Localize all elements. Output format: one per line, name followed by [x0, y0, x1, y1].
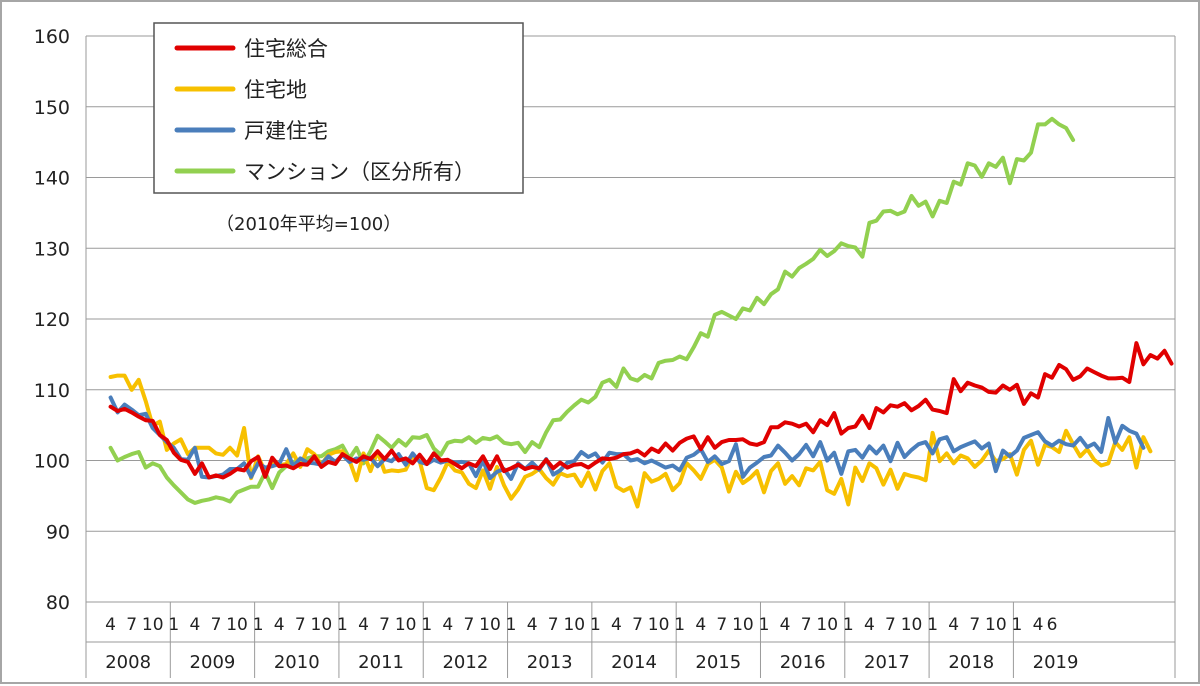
x-month-label: 1 — [168, 615, 179, 635]
x-month-label: 4 — [358, 615, 369, 635]
y-tick-label: 120 — [34, 309, 70, 331]
x-year-label: 2015 — [695, 652, 741, 673]
x-month-label: 7 — [548, 615, 559, 635]
x-month-label: 4 — [442, 615, 453, 635]
x-month-label: 10 — [311, 615, 333, 635]
y-tick-label: 160 — [34, 26, 70, 48]
x-month-label: 4 — [695, 615, 706, 635]
x-year-label: 2010 — [274, 652, 320, 673]
x-year-label: 2013 — [527, 652, 573, 673]
x-month-label: 10 — [563, 615, 585, 635]
x-year-label: 2019 — [1033, 652, 1079, 673]
x-month-label: 4 — [780, 615, 791, 635]
x-year-label: 2016 — [780, 652, 826, 673]
x-month-label: 10 — [479, 615, 501, 635]
legend-label: マンション（区分所有） — [244, 160, 475, 184]
x-month-label: 7 — [463, 615, 474, 635]
series-layer — [108, 116, 1174, 509]
x-month-label: 10 — [901, 615, 923, 635]
x-month-label: 10 — [816, 615, 838, 635]
x-month-label: 4 — [1033, 615, 1044, 635]
y-tick-label: 100 — [34, 451, 70, 473]
x-month-label: 7 — [969, 615, 980, 635]
x-month-label: 1 — [674, 615, 685, 635]
x-month-label: 7 — [211, 615, 222, 635]
x-month-label: 7 — [801, 615, 812, 635]
x-month-label: 7 — [295, 615, 306, 635]
x-month-label: 4 — [864, 615, 875, 635]
legend-label: 住宅地 — [244, 78, 307, 102]
x-month-label: 4 — [611, 615, 622, 635]
x-month-label: 4 — [189, 615, 200, 635]
chart-note: （2010年平均=100） — [216, 214, 401, 235]
y-tick-label: 150 — [34, 97, 70, 119]
x-month-label: 10 — [226, 615, 248, 635]
y-tick-label: 110 — [34, 380, 70, 402]
x-month-label: 1 — [843, 615, 854, 635]
x-year-label: 2017 — [864, 652, 910, 673]
x-month-label: 6 — [1047, 615, 1058, 635]
x-year-label: 2012 — [442, 652, 488, 673]
series-line-3 — [108, 116, 1076, 505]
x-month-label: 4 — [948, 615, 959, 635]
x-month-label: 7 — [632, 615, 643, 635]
x-month-label: 1 — [759, 615, 770, 635]
y-tick-label: 140 — [34, 168, 70, 190]
x-year-label: 2014 — [611, 652, 657, 673]
x-month-label: 1 — [590, 615, 601, 635]
y-tick-label: 80 — [46, 592, 70, 614]
x-year-label: 2008 — [105, 652, 151, 673]
x-month-label: 1 — [421, 615, 432, 635]
x-month-label: 7 — [716, 615, 727, 635]
x-month-label: 4 — [105, 615, 116, 635]
x-year-label: 2009 — [190, 652, 236, 673]
legend-box — [153, 22, 524, 194]
y-tick-label: 90 — [46, 521, 70, 543]
x-month-label: 1 — [927, 615, 938, 635]
y-tick-label: 130 — [34, 238, 70, 260]
x-month-label: 1 — [1012, 615, 1023, 635]
x-month-label: 10 — [985, 615, 1007, 635]
x-month-label: 10 — [142, 615, 164, 635]
series-line-2 — [108, 395, 1146, 481]
x-month-label: 7 — [126, 615, 137, 635]
x-year-label: 2011 — [358, 652, 404, 673]
series-line-0 — [108, 341, 1174, 480]
legend-label: 戸建住宅 — [244, 119, 328, 143]
x-month-label: 4 — [274, 615, 285, 635]
x-month-label: 7 — [885, 615, 896, 635]
x-month-label: 10 — [648, 615, 670, 635]
x-month-label: 1 — [506, 615, 517, 635]
x-month-label: 10 — [732, 615, 754, 635]
series-line-1 — [108, 373, 1153, 509]
x-month-label: 1 — [337, 615, 348, 635]
x-month-label: 7 — [379, 615, 390, 635]
x-month-label: 10 — [395, 615, 417, 635]
x-month-label: 1 — [253, 615, 264, 635]
x-month-label: 4 — [527, 615, 538, 635]
x-year-label: 2018 — [948, 652, 994, 673]
legend-label: 住宅総合 — [244, 37, 328, 61]
